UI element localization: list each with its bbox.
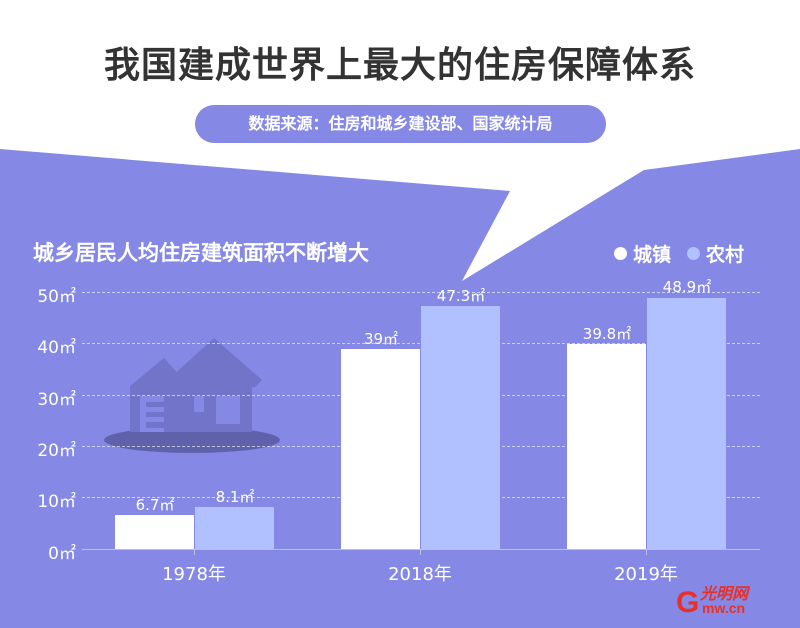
- value-label: 47.3㎡: [436, 287, 486, 305]
- logo-domain-text: mw.cn: [702, 600, 746, 616]
- y-tick-40: 40㎡: [37, 338, 76, 358]
- y-tick-50: 50㎡: [37, 287, 76, 307]
- chart-title: 城乡居民人均住房建筑面积不断增大: [33, 241, 369, 265]
- y-tick-0: 0㎡: [48, 544, 76, 564]
- x-label-2019: 2019年: [614, 564, 678, 585]
- y-tick-30: 30㎡: [37, 390, 76, 410]
- data-source-badge: 数据来源：住房和城乡建设部、国家统计局: [195, 105, 606, 143]
- gmw-logo: G 光明网 mw.cn: [676, 580, 786, 620]
- bar-urban-2019: [567, 344, 646, 549]
- x-label-2018: 2018年: [388, 564, 452, 585]
- bar-rural-2018: [421, 306, 500, 549]
- legend: 城镇 农村: [614, 240, 760, 267]
- bar-rural-1978: [195, 507, 274, 549]
- legend-label-rural: 农村: [706, 244, 745, 266]
- bar-urban-1978: [115, 515, 194, 549]
- value-label: 6.7㎡: [135, 496, 175, 514]
- page-title: 我国建成世界上最大的住房保障体系: [103, 45, 696, 86]
- logo-letter: G: [676, 586, 700, 619]
- x-tick: [646, 549, 647, 555]
- legend-dot-icon: [687, 247, 701, 260]
- bar-rural-2019: [647, 298, 726, 549]
- logo-cn-text: 光明网: [700, 584, 749, 603]
- value-label: 8.1㎡: [215, 488, 255, 506]
- value-label: 48.9㎡: [662, 278, 712, 296]
- x-label-1978: 1978年: [162, 564, 226, 585]
- y-tick-10: 10㎡: [37, 492, 76, 512]
- legend-label-urban: 城镇: [633, 244, 672, 266]
- legend-item-urban: 城镇: [614, 240, 671, 267]
- x-tick: [194, 549, 195, 555]
- bar-urban-2018: [341, 349, 420, 549]
- value-label: 39㎡: [363, 330, 399, 348]
- legend-dot-icon: [614, 247, 627, 260]
- gridline: [82, 292, 760, 293]
- y-tick-20: 20㎡: [37, 441, 76, 461]
- house-icon: [104, 338, 280, 453]
- x-tick: [420, 549, 421, 555]
- value-label: 39.8㎡: [582, 325, 632, 343]
- legend-item-rural: 农村: [687, 240, 744, 267]
- x-axis: [82, 549, 760, 550]
